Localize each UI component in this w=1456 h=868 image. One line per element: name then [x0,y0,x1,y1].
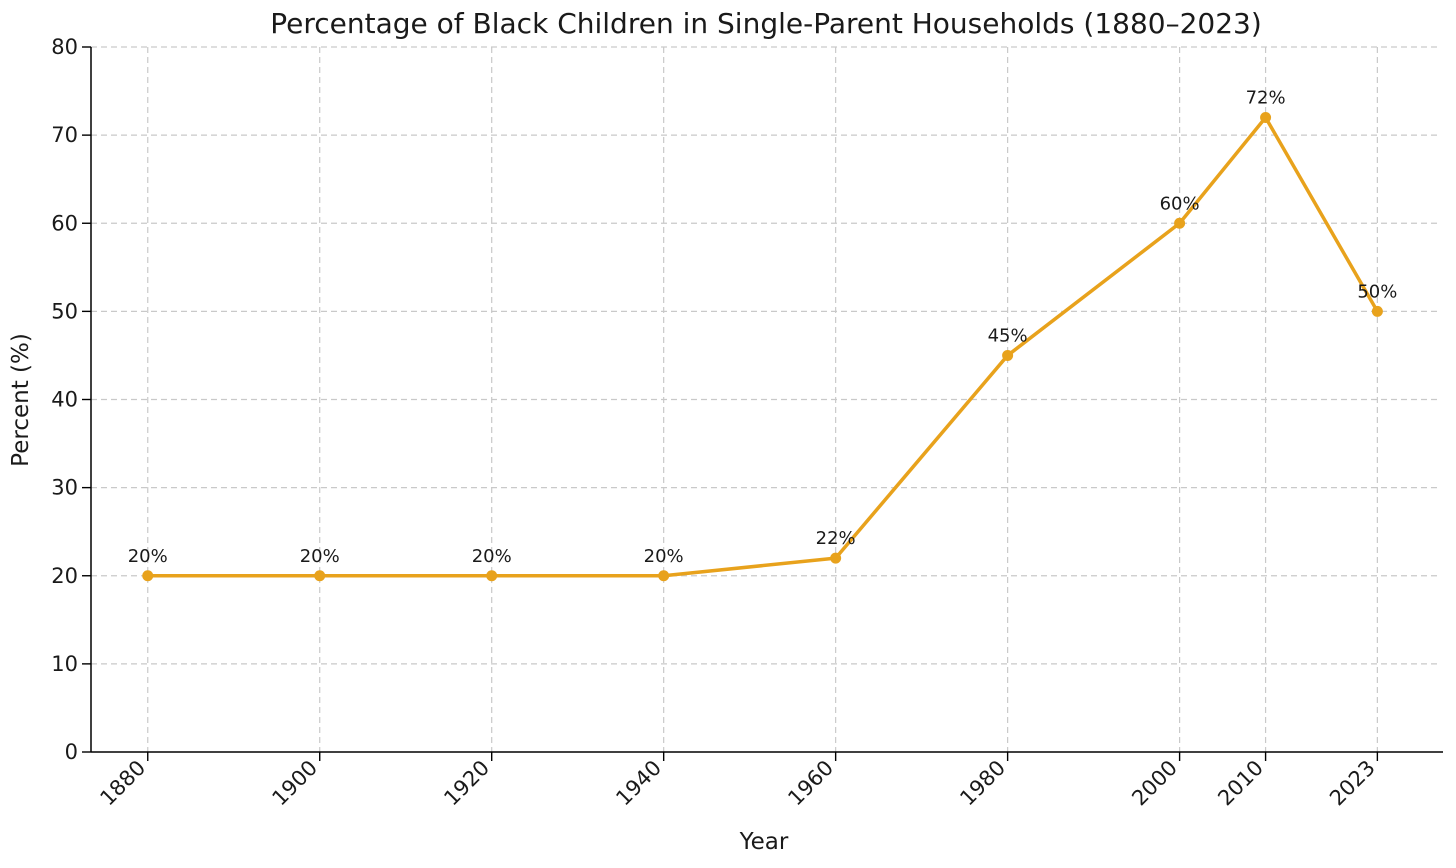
y-tick-label: 50 [51,299,78,323]
y-tick-label: 80 [51,35,78,59]
point-annotation: 45% [988,325,1028,346]
data-point [1174,217,1186,229]
x-tick-label: 2010 [1213,756,1268,811]
data-point [658,570,670,582]
data-point [830,552,842,564]
point-annotation: 72% [1246,88,1286,109]
x-axis-label: Year [739,829,789,855]
y-tick-label: 20 [51,564,78,588]
data-point [142,570,154,582]
point-annotations: 20% 20% 20% 20% 22% 45% 60% 72% 50% [128,88,1398,567]
x-tick-label: 2000 [1127,756,1182,811]
point-annotation: 50% [1357,281,1397,302]
axis-ticks [82,46,1379,761]
y-tick-label: 30 [51,476,78,500]
x-tick-label: 1880 [95,756,150,811]
y-tick-labels: 0 10 20 30 40 50 60 70 80 [51,35,78,764]
x-tick-label: 2023 [1325,756,1380,811]
data-line [146,115,1380,578]
data-series [142,112,1383,582]
point-annotation: 20% [472,546,512,567]
point-annotation: 20% [128,546,168,567]
y-axis-label: Percent (%) [8,333,34,467]
data-point [1371,305,1383,317]
data-point [1002,349,1014,361]
data-point [1260,112,1272,123]
point-annotation: 20% [300,546,340,567]
x-tick-label: 1920 [439,756,494,811]
y-tick-label: 40 [51,388,78,412]
data-point [314,570,326,582]
point-annotation: 20% [644,546,684,567]
y-tick-label: 0 [65,740,78,764]
x-tick-label: 1900 [267,756,322,811]
point-annotation: 60% [1160,193,1200,214]
chart-title: Percentage of Black Children in Single-P… [270,7,1262,40]
x-tick-label: 1960 [783,756,838,811]
point-annotation: 22% [816,528,856,549]
x-tick-label: 1980 [955,756,1010,811]
x-tick-labels: 1880 1900 1920 1940 1960 1980 2000 2010 2023 [95,756,1379,811]
data-point [486,570,498,582]
y-tick-label: 10 [51,652,78,676]
y-tick-label: 70 [51,123,78,147]
x-tick-label: 1940 [611,756,666,811]
y-tick-label: 60 [51,211,78,235]
